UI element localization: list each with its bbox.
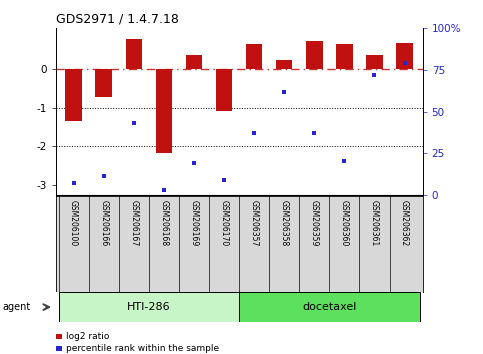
FancyBboxPatch shape <box>56 346 62 351</box>
Bar <box>156 69 172 153</box>
Bar <box>336 44 353 69</box>
Bar <box>366 56 383 69</box>
Text: GSM206359: GSM206359 <box>310 200 319 247</box>
Text: docetaxel: docetaxel <box>302 302 356 312</box>
Bar <box>246 44 262 69</box>
Text: percentile rank within the sample: percentile rank within the sample <box>66 344 219 353</box>
Text: GDS2971 / 1.4.7.18: GDS2971 / 1.4.7.18 <box>56 12 178 25</box>
Bar <box>96 69 112 97</box>
FancyBboxPatch shape <box>58 292 239 322</box>
Text: log2 ratio: log2 ratio <box>66 332 109 341</box>
Bar <box>126 39 142 69</box>
Text: GSM206166: GSM206166 <box>99 200 108 246</box>
Bar <box>185 55 202 69</box>
FancyBboxPatch shape <box>239 292 420 322</box>
Text: GSM206362: GSM206362 <box>400 200 409 246</box>
Text: agent: agent <box>2 302 30 312</box>
Bar <box>65 69 82 121</box>
Bar <box>216 69 232 111</box>
Text: GSM206360: GSM206360 <box>340 200 349 247</box>
Text: GSM206361: GSM206361 <box>370 200 379 246</box>
Text: GSM206358: GSM206358 <box>280 200 289 246</box>
Text: GSM206167: GSM206167 <box>129 200 138 246</box>
Bar <box>276 61 293 69</box>
Text: GSM206357: GSM206357 <box>250 200 258 247</box>
Text: GSM206170: GSM206170 <box>220 200 228 246</box>
Text: HTI-286: HTI-286 <box>127 302 170 312</box>
Bar <box>396 42 413 69</box>
Bar <box>306 41 323 69</box>
Text: GSM206169: GSM206169 <box>189 200 199 246</box>
FancyBboxPatch shape <box>56 334 62 338</box>
Text: GSM206168: GSM206168 <box>159 200 169 246</box>
Text: GSM206100: GSM206100 <box>69 200 78 246</box>
